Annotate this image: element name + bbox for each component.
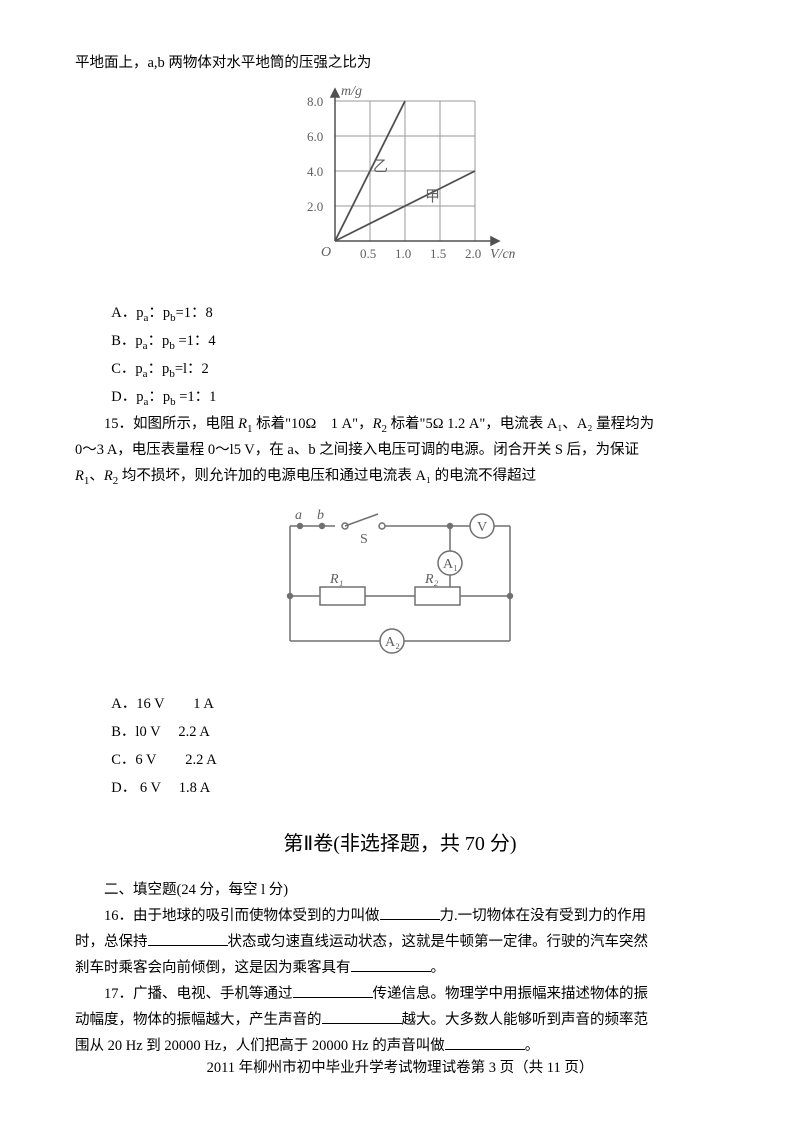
q15-opt-c: C．6 V 2.2 A [75,747,725,773]
section-2-title: 第Ⅱ卷(非选择题，共 70 分) [75,826,725,862]
q14-opt-d: D．pa：pb =1：1 [75,384,725,410]
svg-text:A₂: A₂ [385,635,400,650]
svg-text:O: O [321,245,331,260]
svg-text:2.0: 2.0 [465,246,481,261]
svg-text:V: V [477,520,487,535]
q14-opt-b: B．pa：pb =1：4 [75,328,725,354]
svg-text:R₂: R₂ [424,572,439,587]
q15-opt-d: D． 6 V 1.8 A [75,775,725,801]
svg-text:b: b [317,508,324,523]
q16-2: 时，总保持状态或匀速直线运动状态，这就是牛顿第一定律。行驶的汽车突然 [75,929,725,955]
svg-text:a: a [295,508,302,523]
svg-text:A₁: A₁ [443,557,458,572]
chart-label-yi: 乙 [373,159,388,175]
svg-text:8.0: 8.0 [307,94,323,109]
chart-label-jia: 甲 [425,189,440,205]
q15-text: 15．如图所示，电阻 R1 标着"10Ω 1 A"，R2 标着"5Ω 1.2 A… [75,411,725,437]
q15-text-3: R1、R2 均不损坏，则允许加的电源电压和通过电流表 A₁ 的电流不得超过 [75,463,725,492]
svg-text:4.0: 4.0 [307,164,323,179]
q15-circuit: a b S V A₁ A₂ R₁ R₂ [75,501,725,675]
q14-opt-c: C．pa：pb=l：2 [75,356,725,382]
section-2-heading: 二、填空题(24 分，每空 l 分) [75,877,725,903]
q14-options: A．pa：pb=1：8 B．pa：pb =1：4 C．pa：pb=l：2 D．p… [75,300,725,410]
svg-text:m/g: m/g [341,86,362,99]
q16-3: 刹车时乘客会向前倾倒，这是因为乘客具有。 [75,955,725,981]
svg-text:1.0: 1.0 [395,246,411,261]
svg-text:R₁: R₁ [329,572,343,587]
q14-intro: 平地面上，a,b 两物体对水平地筒的压强之比为 [75,50,725,76]
q17: 17．广播、电视、手机等通过传递信息。物理学中用振幅来描述物体的振 [75,981,725,1007]
q14-opt-a: A．pa：pb=1：8 [75,300,725,326]
q15-opt-b: B．l0 V 2.2 A [75,719,725,745]
svg-text:6.0: 6.0 [307,129,323,144]
q15-options: A．16 V 1 A B．l0 V 2.2 A C．6 V 2.2 A D． 6… [75,691,725,801]
svg-text:0.5: 0.5 [360,246,376,261]
svg-text:1.5: 1.5 [430,246,446,261]
q15-text-2: 0～3 A，电压表量程 0～l5 V，在 a、b 之间接入电压可调的电源。闭合开… [75,437,725,463]
q17-2: 动幅度，物体的振幅越大，产生声音的越大。大多数人能够听到声音的频率范 [75,1007,725,1033]
svg-text:S: S [360,532,368,547]
svg-text:V/cm³: V/cm³ [490,247,515,262]
page-footer: 2011 年柳州市初中毕业升学考试物理试卷第 3 页（共 11 页） [0,1055,800,1081]
q15-opt-a: A．16 V 1 A [75,691,725,717]
svg-text:2.0: 2.0 [307,199,323,214]
q16: 16．由于地球的吸引而使物体受到的力叫做力.一切物体在没有受到力的作用 [75,903,725,929]
q14-chart: 乙 甲 2.0 4.0 6.0 8.0 0.5 1.0 1.5 2.0 m/g … [75,86,725,285]
